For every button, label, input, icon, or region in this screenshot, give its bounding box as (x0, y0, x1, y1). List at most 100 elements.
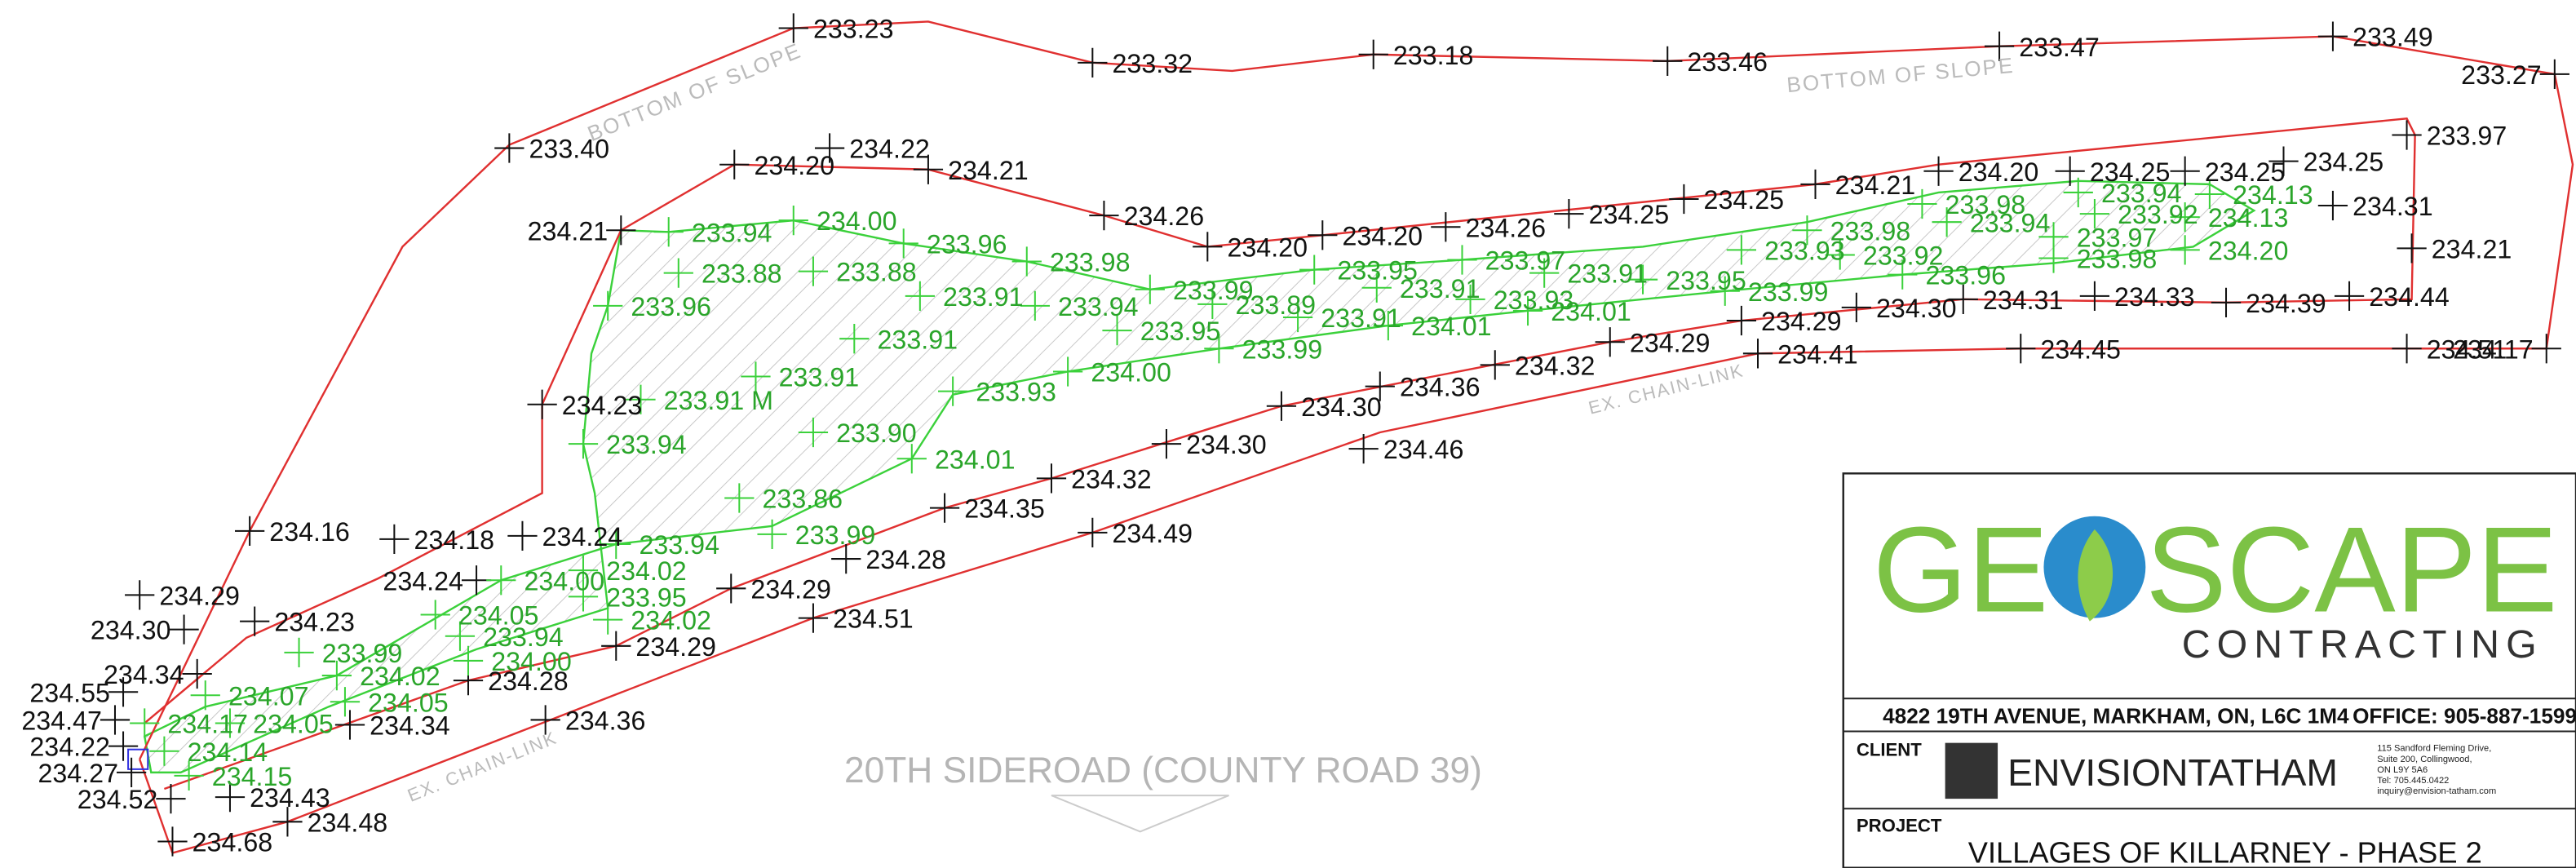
area-elevation-label: 234.00 (1091, 358, 1171, 388)
area-elevation-label: 233.99 (795, 520, 876, 550)
area-elevation-label: 233.86 (763, 485, 843, 514)
area-elevation-label: 233.94 (1058, 292, 1139, 321)
elevation-label: 234.21 (948, 156, 1029, 185)
elevation-label: 234.22 (29, 733, 110, 762)
client-address-line: inquiry@envision-tatham.com (2377, 786, 2496, 796)
area-elevation-label: 234.00 (491, 647, 572, 676)
area-elevation-label: 234.17 (167, 710, 248, 739)
elevation-label: 234.30 (91, 616, 171, 645)
elevation-label: 234.20 (754, 151, 834, 180)
elevation-label: 233.49 (2352, 23, 2433, 52)
project-name: VILLAGES OF KILLARNEY - PHASE 2 (1968, 836, 2482, 868)
elevation-label: 234.26 (1124, 202, 1205, 231)
elevation-label: 234.29 (1630, 328, 1711, 357)
area-elevation-label: 233.94 (639, 530, 719, 560)
area-elevation-label: 233.91 (779, 363, 860, 392)
area-elevation-label: 234.01 (935, 445, 1016, 474)
elevation-label: 234.44 (2369, 282, 2450, 312)
elevation-label: 233.47 (2019, 33, 2100, 62)
elevation-label: 234.25 (1704, 185, 1785, 215)
road-name: 20TH SIDEROAD (COUNTY ROAD 39) (844, 751, 1482, 790)
logo-subtitle: CONTRACTING (2182, 622, 2543, 666)
site-plan: 233.23233.32233.18233.46233.47233.49233.… (0, 0, 2576, 868)
area-elevation-label: 234.05 (253, 710, 334, 739)
elevation-label: 234.30 (1876, 294, 1957, 323)
address: 4822 19TH AVENUE, MARKHAM, ON, L6C 1M4 (1883, 703, 2349, 728)
elevation-label: 234.29 (750, 574, 831, 604)
elevation-label: 234.41 (1777, 339, 1858, 369)
area-elevation-label: 234.13 (2208, 203, 2289, 232)
elevation-label: 234.23 (562, 391, 643, 420)
elevation-label: 234.25 (2304, 148, 2384, 177)
area-elevation-label: 234.05 (368, 688, 449, 717)
elevation-label: 234.47 (21, 706, 102, 736)
elevation-label: 233.23 (813, 15, 894, 44)
elevation-label: 234.52 (77, 785, 158, 814)
elevation-label: 234.30 (1186, 430, 1267, 459)
elevation-label: 234.28 (865, 545, 946, 574)
elevation-label: 233.32 (1112, 49, 1193, 78)
area-elevation-label: 233.93 (976, 378, 1056, 407)
elevation-label: 234.33 (2114, 282, 2195, 312)
area-elevation-label: 233.93 (1764, 237, 1845, 266)
area-elevation-label: 233.94 (692, 218, 772, 247)
area-elevation-label: 234.01 (1411, 312, 1492, 341)
elevation-label: 234.51 (2427, 334, 2507, 364)
area-elevation-label: 233.90 (836, 418, 917, 448)
elevation-label: 234.20 (1959, 157, 2039, 187)
area-elevation-label: 234.01 (1551, 297, 1631, 326)
project-label: PROJECT (1857, 815, 1942, 835)
elevation-label: 234.30 (1301, 392, 1382, 422)
client-label: CLIENT (1857, 740, 1922, 760)
client-address-line: 115 Sandford Fleming Drive, (2377, 744, 2491, 754)
elevation-label: 234.55 (29, 678, 110, 707)
elevation-label: 234.34 (104, 660, 184, 689)
client-address-line: Suite 200, Collingwood, (2377, 755, 2472, 764)
area-elevation-label: 234.00 (817, 206, 897, 236)
area-elevation-label: 233.88 (836, 258, 917, 287)
office-phone: OFFICE: 905-887-1599 (2352, 703, 2576, 728)
client-logo (1945, 743, 1998, 799)
area-elevation-label: 233.95 (1666, 266, 1746, 295)
area-elevation-label: 234.02 (606, 556, 687, 586)
area-elevation-label: 233.91 (943, 282, 1024, 312)
area-elevation-label: 233.91 M (664, 386, 773, 415)
elevation-label: 234.36 (1400, 373, 1481, 402)
elevation-label: 234.24 (383, 566, 463, 596)
elevation-label: 234.27 (38, 759, 118, 788)
title-block: GE SCAPE CONTRACTING 4822 19TH AVENUE, M… (1843, 473, 2576, 868)
elevation-label: 234.21 (528, 216, 609, 246)
elevation-label: 234.49 (1112, 519, 1193, 548)
elevation-label: 234.23 (274, 608, 355, 637)
elevation-label: 234.20 (1342, 221, 1423, 250)
area-elevation-label: 233.99 (1242, 334, 1323, 364)
elevation-label: 234.22 (849, 135, 930, 164)
elevation-label: 234.36 (565, 706, 646, 736)
elevation-label: 234.24 (542, 522, 623, 551)
area-elevation-label: 233.95 (1140, 317, 1221, 346)
area-elevation-label: 234.20 (2208, 237, 2289, 266)
page: {"elevations":["233.23","233.32","233.18… (0, 0, 2576, 868)
elevation-label: 234.68 (193, 828, 273, 857)
elevation-label: 234.35 (964, 494, 1045, 524)
area-elevation-label: 234.02 (360, 662, 440, 691)
elevation-label: 234.20 (1227, 232, 1308, 262)
elevation-label: 234.32 (1071, 464, 1152, 494)
area-elevation-label: 233.88 (702, 259, 782, 289)
logo-text: SCAPE (2145, 502, 2557, 638)
area-elevation-label: 233.94 (1970, 208, 2051, 237)
area-elevation-label: 233.98 (1050, 248, 1131, 277)
area-elevation-label: 233.89 (1236, 290, 1317, 320)
area-elevation-label: 234.02 (631, 606, 711, 636)
elevation-label: 234.51 (833, 604, 914, 634)
area-elevation-label: 233.91 (1321, 303, 1401, 333)
elevation-label: 234.39 (2246, 289, 2326, 318)
elevation-label: 234.29 (1761, 307, 1842, 336)
logo-text: GE (1873, 502, 2048, 638)
area-elevation-label: 233.91 (1567, 259, 1648, 289)
area-elevation-label: 233.99 (1748, 277, 1829, 307)
area-elevation-label: 233.91 (877, 325, 958, 354)
area-elevation-label: 234.00 (524, 566, 604, 596)
area-elevation-label: 234.07 (228, 681, 309, 711)
client-address-line: Tel: 705.445.0422 (2377, 776, 2449, 786)
